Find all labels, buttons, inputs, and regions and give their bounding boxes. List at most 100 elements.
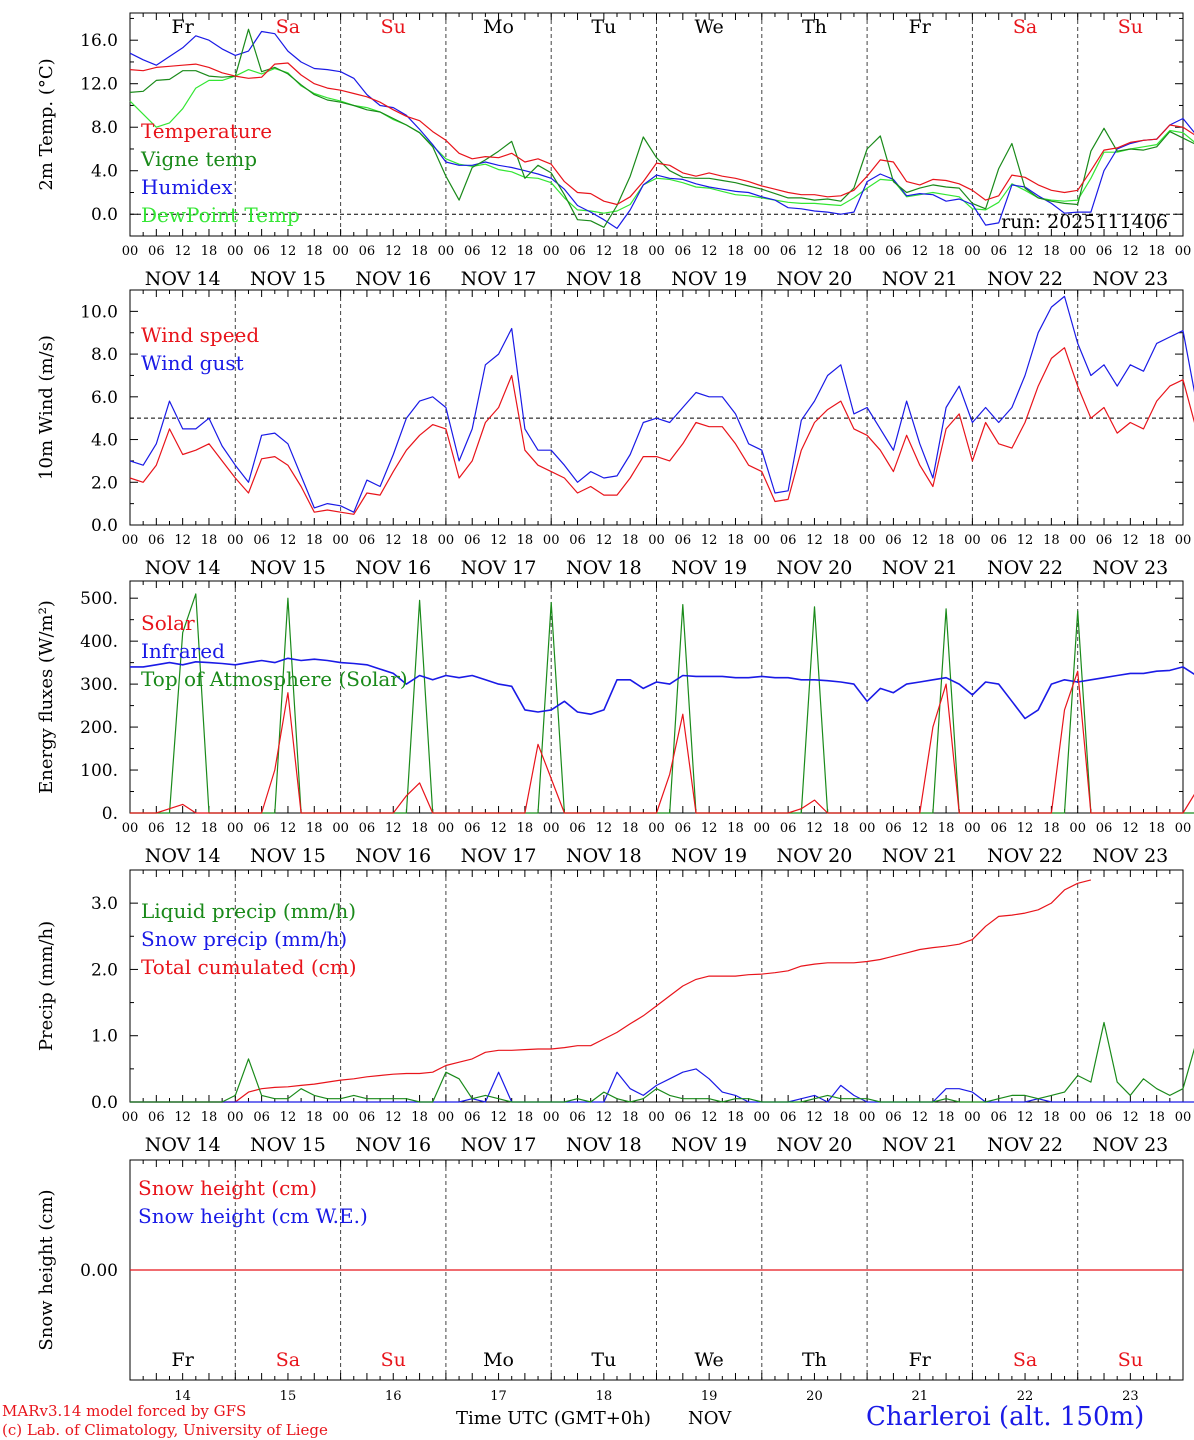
energy-hour-label: 06: [990, 821, 1007, 836]
station-title: Charleroi (alt. 150m): [866, 1402, 1145, 1432]
snow-weekday-label: Tu: [591, 1349, 616, 1371]
run-label: run: 2025111406: [1001, 211, 1168, 233]
precip-hour-label: 12: [806, 1110, 823, 1125]
precip-hour-label: 18: [201, 1110, 218, 1125]
energy-date-label: NOV 23: [1092, 845, 1168, 867]
wind-hour-label: 18: [306, 533, 323, 548]
temp-date-label: NOV 20: [777, 268, 853, 290]
wind-legend-entry: Wind speed: [141, 323, 259, 347]
precip-hour-label: 12: [385, 1110, 402, 1125]
temp-hour-label: 00: [964, 244, 981, 259]
precip-date-label: NOV 22: [987, 1134, 1063, 1156]
temp-hour-label: 18: [517, 244, 534, 259]
precip-hour-label: 12: [1017, 1110, 1034, 1125]
wind-hour-label: 00: [1175, 533, 1192, 548]
precip-hour-label: 18: [306, 1110, 323, 1125]
snow-weekday-label: Su: [381, 1349, 406, 1371]
precip-hour-label: 06: [1096, 1110, 1113, 1125]
energy-hour-label: 18: [833, 821, 850, 836]
precip-hour-label: 00: [227, 1110, 244, 1125]
snow-panel: 0.00 Snow height (cm) Snow height (cm) Snow…: [36, 1159, 1184, 1404]
temp-legend-entry: Humidex: [141, 175, 233, 199]
wind-hour-label: 12: [1122, 533, 1139, 548]
temp-y-tick-label: 16.0: [80, 31, 118, 51]
temp-date-label: NOV 22: [987, 268, 1063, 290]
wind-date-label: NOV 20: [777, 557, 853, 579]
precip-panel: 0.0 1.0 2.0 3.0 Precip (mm/h) Liquid precip (…: [36, 869, 1194, 1156]
energy-hour-label: 00: [438, 821, 455, 836]
temp-hour-label: 06: [253, 244, 270, 259]
precip-legend-entry: Liquid precip (mm/h): [141, 899, 356, 923]
precip-hour-label: 06: [253, 1110, 270, 1125]
temp-hour-label: 00: [543, 244, 560, 259]
wind-hour-label: 12: [911, 533, 928, 548]
temp-hour-label: 00: [227, 244, 244, 259]
wind-hour-label: 00: [438, 533, 455, 548]
temp-date-label: NOV 17: [461, 268, 537, 290]
wind-hour-label: 12: [174, 533, 191, 548]
precip-date-label: NOV 18: [566, 1134, 642, 1156]
wind-hour-label: 00: [227, 533, 244, 548]
temp-weekday-label: Tu: [591, 16, 616, 38]
snow-day-number-label: 18: [596, 1389, 613, 1404]
wind-date-label: NOV 16: [355, 557, 431, 579]
snow-weekday-label: Fr: [909, 1349, 932, 1371]
temp-hour-label: 12: [174, 244, 191, 259]
precip-hour-label: 18: [727, 1110, 744, 1125]
temp-y-tick-label: 0.0: [91, 205, 118, 225]
wind-y-tick-label: 8.0: [91, 345, 118, 365]
time-axis-label: Time UTC (GMT+0h): [456, 1408, 651, 1429]
energy-date-label: NOV 17: [461, 845, 537, 867]
precip-date-label: NOV 20: [777, 1134, 853, 1156]
snow-legend-entry: Snow height (cm): [138, 1176, 317, 1200]
temp-weekday-label: Th: [802, 16, 827, 38]
energy-hour-label: 12: [385, 821, 402, 836]
energy-hour-label: 00: [754, 821, 771, 836]
precip-y-tick-label: 3.0: [91, 894, 118, 914]
temp-hour-label: 12: [701, 244, 718, 259]
precip-hour-label: 12: [1122, 1110, 1139, 1125]
precip-hour-label: 18: [622, 1110, 639, 1125]
snow-weekday-label: Su: [1118, 1349, 1143, 1371]
temp-hour-label: 18: [833, 244, 850, 259]
wind-hour-label: 06: [990, 533, 1007, 548]
energy-legend-entry: Infrared: [141, 639, 225, 663]
temp-hour-label: 06: [1096, 244, 1113, 259]
temp-date-label: NOV 21: [882, 268, 958, 290]
energy-hour-label: 12: [911, 821, 928, 836]
temp-weekday-label: Sa: [276, 16, 300, 38]
wind-y-tick-label: 10.0: [80, 302, 118, 322]
temp-hour-label: 18: [201, 244, 218, 259]
temp-hour-label: 12: [911, 244, 928, 259]
temp-weekday-label: Fr: [172, 16, 195, 38]
energy-hour-label: 18: [727, 821, 744, 836]
precip-hour-label: 06: [148, 1110, 165, 1125]
wind-date-label: NOV 23: [1092, 557, 1168, 579]
wind-hour-label: 06: [885, 533, 902, 548]
temp-hour-label: 06: [464, 244, 481, 259]
temp-y-tick-label: 4.0: [91, 162, 118, 182]
precip-hour-label: 12: [911, 1110, 928, 1125]
wind-date-label: NOV 14: [145, 557, 221, 579]
temp-panel: 0.0 4.0 8.0 12.0 16.0 2m Temp. (°C) Temperatur…: [36, 12, 1194, 290]
precip-hour-label: 00: [1069, 1110, 1086, 1125]
temp-weekday-label: Mo: [483, 16, 514, 38]
precip-series-liquid-precip-mm-h-: [130, 1021, 1194, 1103]
temp-hour-label: 06: [780, 244, 797, 259]
wind-panel: 0.0 2.0 4.0 6.0 8.0 10.0 10m Wind (m/s) Wind sp…: [36, 289, 1194, 579]
energy-hour-label: 18: [1148, 821, 1165, 836]
temp-hour-label: 00: [859, 244, 876, 259]
temp-hour-label: 06: [148, 244, 165, 259]
wind-date-label: NOV 15: [250, 557, 326, 579]
wind-y-tick-label: 4.0: [91, 431, 118, 451]
precip-hour-label: 18: [1148, 1110, 1165, 1125]
temp-hour-label: 12: [596, 244, 613, 259]
energy-date-label: NOV 20: [777, 845, 853, 867]
wind-hour-label: 18: [1043, 533, 1060, 548]
temp-series-vigne-temp: [129, 28, 1194, 228]
wind-hour-label: 00: [964, 533, 981, 548]
wind-date-label: NOV 17: [461, 557, 537, 579]
precip-hour-label: 00: [438, 1110, 455, 1125]
energy-hour-label: 18: [306, 821, 323, 836]
temp-hour-label: 12: [385, 244, 402, 259]
